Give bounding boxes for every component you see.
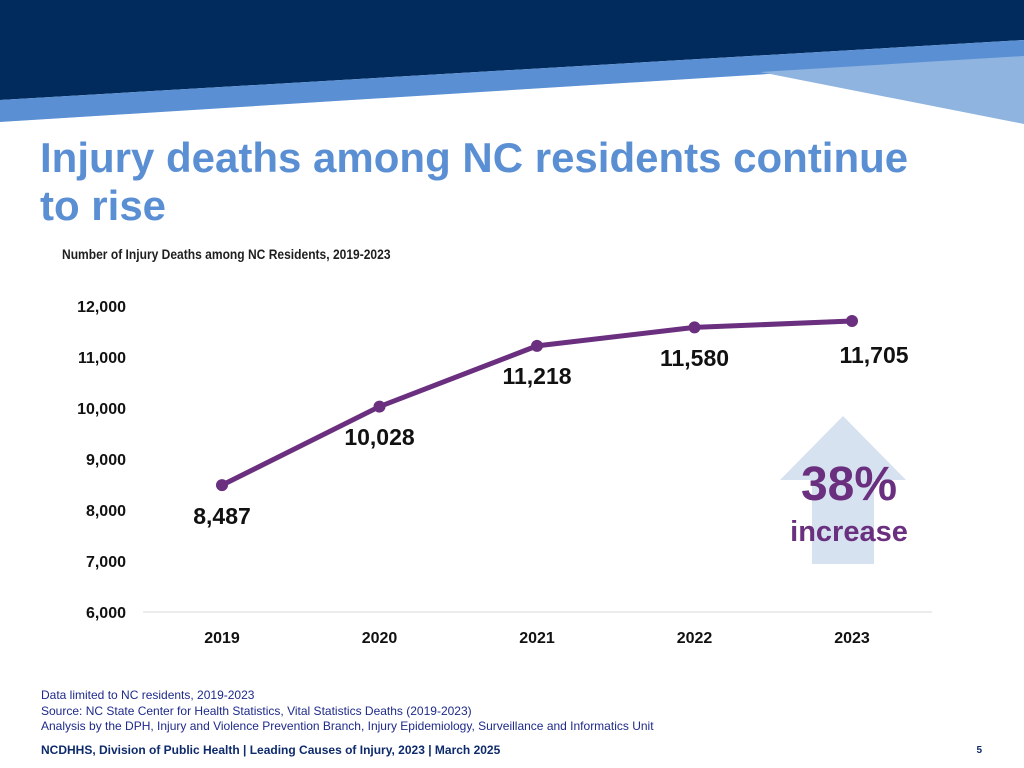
y-tick-label: 12,000	[77, 299, 126, 316]
injury-deaths-line-chart: 6,000 7,000 8,000 9,000 10,000 11,000 12,000 20…	[77, 299, 932, 647]
footnote-source: Source: NC State Center for Health Stati…	[41, 703, 472, 718]
data-point	[373, 400, 386, 413]
up-arrow-icon	[780, 416, 906, 564]
increase-label: increase	[790, 516, 908, 548]
page-number: 5	[976, 745, 982, 756]
y-tick-label: 10,000	[77, 401, 126, 418]
footer-text: NCDHHS, Division of Public Health | Lead…	[41, 743, 501, 757]
increase-percent: 38%	[801, 458, 897, 511]
y-tick-label: 7,000	[86, 554, 126, 571]
data-label: 11,218	[502, 363, 571, 389]
x-tick-label: 2020	[362, 630, 398, 647]
banner-light-band	[760, 56, 1024, 124]
x-tick-label: 2022	[677, 630, 713, 647]
y-tick-label: 8,000	[86, 503, 126, 520]
data-label: 8,487	[193, 503, 251, 529]
banner-blue-band	[0, 40, 1024, 122]
slide-title: Injury deaths among NC residents continu…	[40, 134, 909, 229]
y-tick-label: 6,000	[86, 605, 126, 622]
y-tick-label: 9,000	[86, 452, 126, 469]
data-point	[531, 339, 543, 352]
banner-navy-band	[0, 0, 1024, 100]
data-label: 10,028	[344, 424, 415, 450]
footnote-analysis: Analysis by the DPH, Injury and Violence…	[41, 719, 654, 733]
data-label: 11,580	[660, 345, 729, 371]
y-tick-label: 11,000	[78, 350, 126, 367]
footnote-scope: Data limited to NC residents, 2019-2023	[41, 688, 255, 702]
x-tick-label: 2023	[834, 630, 870, 647]
header-banner	[0, 0, 1024, 124]
footnotes: Data limited to NC residents, 2019-2023 …	[41, 688, 654, 735]
data-label: 11,705	[839, 342, 908, 368]
x-tick-label: 2021	[519, 630, 555, 647]
chart-title: Number of Injury Deaths among NC Residen…	[62, 246, 391, 262]
data-point	[216, 479, 228, 492]
data-point	[688, 321, 701, 334]
x-tick-label: 2019	[204, 630, 240, 647]
data-point	[846, 315, 858, 328]
